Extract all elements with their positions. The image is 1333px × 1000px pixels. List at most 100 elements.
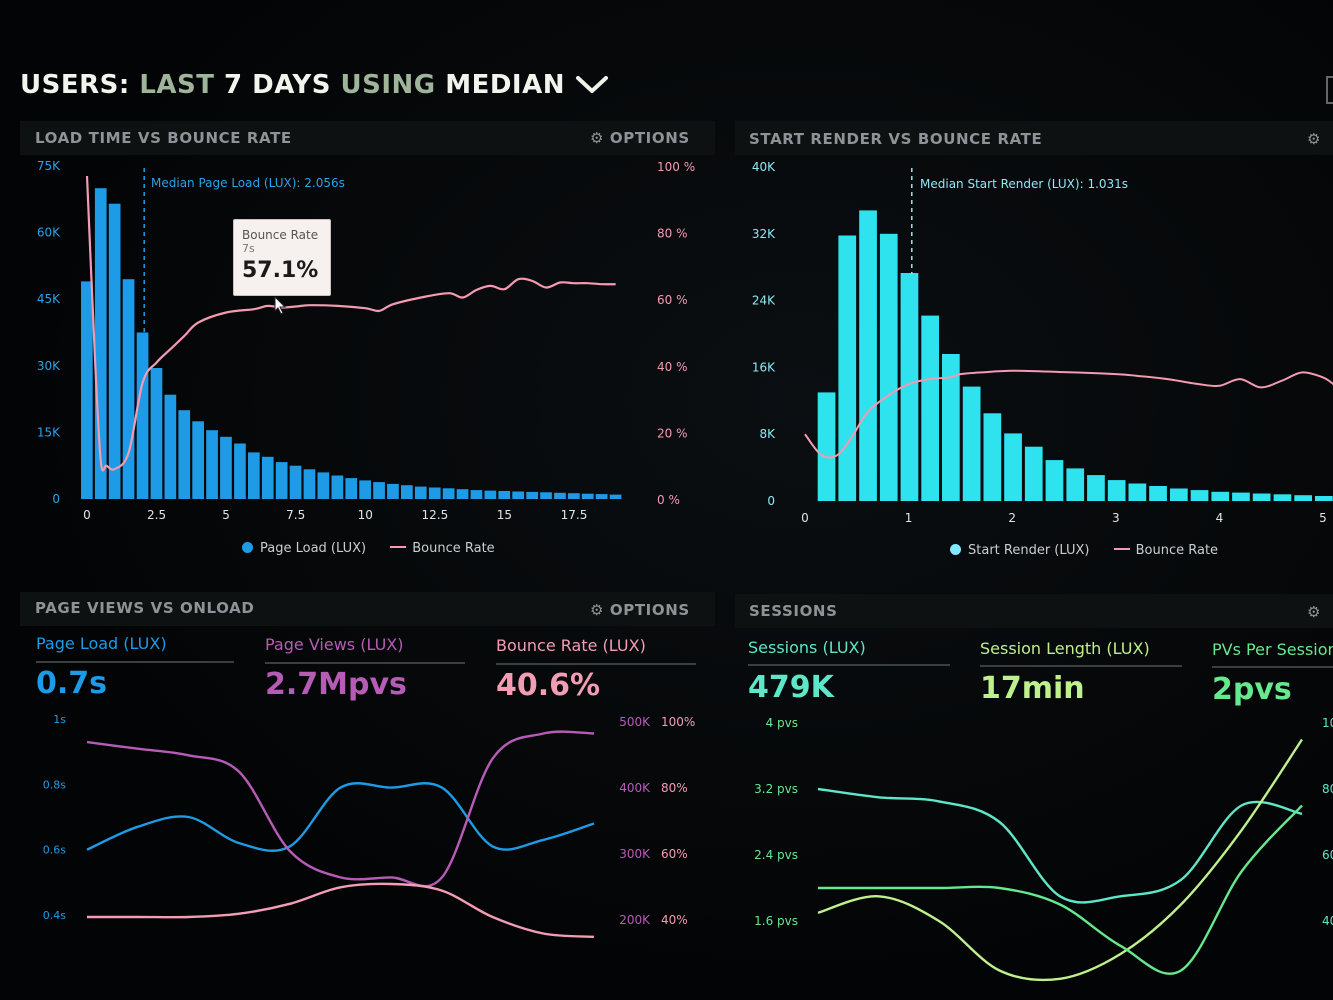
load-time-bar <box>401 485 413 499</box>
stat-pvs-label: PVs Per Session <box>1212 640 1333 659</box>
gear-icon: ⚙ <box>1307 130 1322 148</box>
gear-icon: ⚙ <box>590 601 605 619</box>
load-time-bar <box>303 469 316 499</box>
panel-page-views-header <box>20 592 715 626</box>
start-render-bar <box>1107 480 1126 501</box>
tooltip-x: 7s <box>242 242 255 255</box>
start-render-bar <box>1315 496 1333 501</box>
start-render-bar <box>1190 490 1209 501</box>
y-tick-label: 3.2 pvs <box>754 782 798 796</box>
y-tick-label: 75K <box>37 159 61 173</box>
gear-icon: ⚙ <box>590 129 605 147</box>
stat-session-length-value: 17min <box>980 671 1085 706</box>
median-annotation: Median Page Load (LUX): 2.056s <box>151 176 345 190</box>
panel-sessions-header <box>735 594 1333 628</box>
load-time-bar <box>261 456 274 499</box>
load-time-bar <box>206 430 218 499</box>
y-tick-label: 1.6 pvs <box>754 914 798 928</box>
stat-divider <box>980 665 1182 667</box>
load-time-bar <box>373 482 385 499</box>
panel-load-time-header <box>20 121 715 155</box>
y2-tick-label: 0 % <box>657 493 680 507</box>
y2-tick-label: 40 <box>1322 914 1333 928</box>
x-tick-label: 2 <box>1008 511 1016 525</box>
panel-page-views-title: PAGE VIEWS VS ONLOAD <box>35 599 255 617</box>
load-time-chart: Median Page Load (LUX): 2.056s 0 15K 30K 45K… <box>37 159 695 522</box>
y-tick-label: 0.8s <box>43 778 66 791</box>
start-render-bar <box>942 354 960 501</box>
gear-icon: ⚙ <box>1307 603 1322 621</box>
start-render-bar <box>1273 494 1292 501</box>
series-line <box>86 782 595 852</box>
mouse-cursor-icon <box>274 296 287 315</box>
legend-page-load: Page Load (LUX) <box>260 541 367 556</box>
y2-tick-label: 10 <box>1322 716 1333 730</box>
title-using: USING <box>340 70 436 100</box>
bounce-rate-line <box>85 175 616 472</box>
y2-tick-label: 80 % <box>657 227 688 241</box>
load-time-bar <box>609 494 622 499</box>
series-line <box>817 787 1303 904</box>
load-time-legend: Page Load (LUX) Bounce Rate <box>242 541 495 556</box>
y-tick-label: 45K <box>37 292 61 306</box>
y-tick-label: 16K <box>752 360 776 374</box>
y2-tick-label: 80 <box>1322 782 1333 796</box>
start-render-bar <box>1294 495 1312 501</box>
y-tick-label: 2.4 pvs <box>754 848 798 862</box>
x-tick-label: 7.5 <box>286 508 305 522</box>
start-render-chart: Median Start Render (LUX): 1.031s 0 8K 16K 2… <box>752 160 1333 525</box>
load-time-bar <box>581 493 594 499</box>
load-time-bar <box>275 462 288 499</box>
title-median: MEDIAN <box>445 70 565 100</box>
load-time-bar <box>470 490 483 499</box>
chevron-down-icon[interactable] <box>575 73 609 95</box>
x-tick-label: 4 <box>1216 511 1224 525</box>
load-time-bar <box>414 486 427 499</box>
panel-load-time-options-button[interactable]: ⚙ OPTIONS <box>590 129 690 147</box>
stat-divider <box>496 663 696 665</box>
load-time-bar <box>568 493 580 499</box>
panel-start-render-options-button[interactable]: ⚙ <box>1307 130 1321 148</box>
title-last: LAST <box>139 70 215 100</box>
y2-tick-label: 500K <box>619 715 651 729</box>
legend-bounce-rate-2: Bounce Rate <box>1135 543 1219 558</box>
start-render-bar <box>817 392 836 501</box>
panel-sessions-options-button[interactable]: ⚙ <box>1307 603 1321 621</box>
load-time-bar <box>331 475 344 499</box>
series-line <box>817 738 1303 982</box>
y-tick-label: 1s <box>53 713 66 726</box>
x-tick-label: 0 <box>801 511 809 525</box>
load-time-bar <box>442 488 455 499</box>
legend-bounce-rate: Bounce Rate <box>412 541 495 556</box>
x-tick-label: 12.5 <box>422 508 449 522</box>
stat-divider <box>265 662 465 664</box>
start-render-bar <box>879 233 898 502</box>
series-line <box>818 804 1303 975</box>
load-time-bar <box>108 203 121 499</box>
x-tick-label: 5 <box>1319 511 1327 525</box>
median-annotation: Median Start Render (LUX): 1.031s <box>920 177 1128 191</box>
x-tick-label: 0 <box>83 508 91 522</box>
start-render-bar <box>1045 460 1064 501</box>
y3-tick-label: 60% <box>661 847 688 861</box>
load-time-bar <box>554 492 566 499</box>
load-time-bar <box>122 279 135 499</box>
panel-load-time-title: LOAD TIME VS BOUNCE RATE <box>35 129 292 147</box>
panel-page-views-options-button[interactable]: ⚙ OPTIONS <box>590 601 690 619</box>
load-time-bar <box>498 491 511 499</box>
start-render-legend: Start Render (LUX) Bounce Rate <box>950 543 1218 558</box>
page-title[interactable]: USERS: LAST 7 DAYS USING MEDIAN <box>20 70 609 100</box>
y3-tick-label: 40% <box>661 913 688 927</box>
panel-sessions-title: SESSIONS <box>749 602 838 620</box>
start-render-bar <box>1252 493 1271 501</box>
start-render-bar <box>838 235 857 501</box>
load-time-bar <box>234 443 246 499</box>
load-time-bar <box>387 483 399 499</box>
bounce-legend-line <box>390 546 407 548</box>
y-tick-label: 30K <box>37 359 61 373</box>
legend-start-render: Start Render (LUX) <box>968 543 1090 558</box>
header-menu-icon[interactable] <box>1326 76 1333 104</box>
stat-pvs-value: 2pvs <box>1212 672 1292 707</box>
start-render-bar <box>1066 468 1085 501</box>
